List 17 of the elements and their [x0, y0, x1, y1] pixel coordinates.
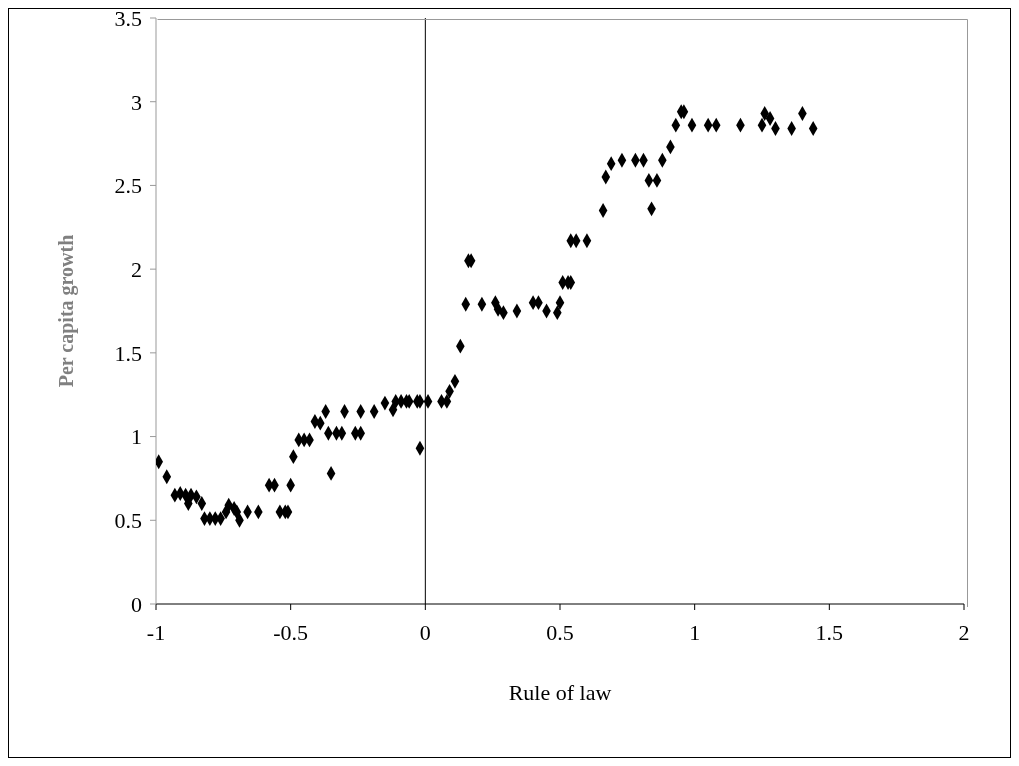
x-tick-label: 1 [689, 619, 701, 645]
x-axis-title: Rule of law [508, 679, 612, 705]
y-tick-label: 1 [131, 424, 142, 450]
y-tick-label: 1.5 [114, 340, 142, 366]
x-tick-label: 1.5 [815, 619, 844, 645]
x-tick-label: 0.5 [546, 619, 574, 645]
y-tick-label: 0.5 [114, 508, 142, 534]
y-tick-label: 2.5 [114, 173, 142, 199]
x-tick-label: 0 [419, 619, 431, 645]
x-tick-label: -1 [146, 619, 166, 645]
x-tick-label: 2 [958, 619, 970, 645]
y-tick-label: 3.5 [114, 5, 142, 31]
y-tick-label: 2 [131, 256, 142, 282]
y-tick-label: 3 [131, 89, 142, 115]
y-axis-title: Per capita growth [55, 234, 79, 388]
y-tick-label: 0 [131, 591, 142, 617]
x-tick-label: -0.5 [273, 619, 309, 645]
